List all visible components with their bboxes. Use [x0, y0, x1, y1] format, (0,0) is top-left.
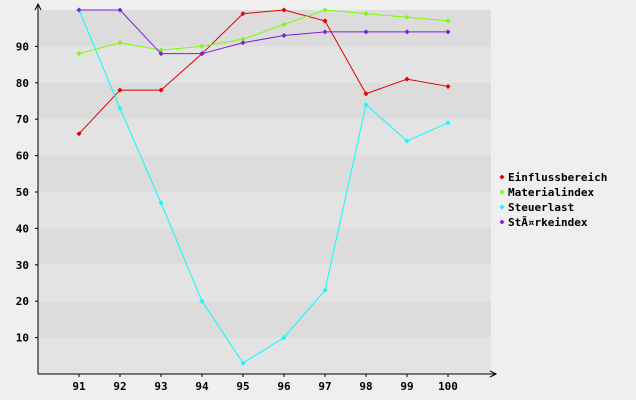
grid-bands — [38, 10, 491, 374]
x-tick-label: 93 — [154, 380, 167, 393]
data-point — [445, 18, 451, 24]
y-tick-label: 10 — [16, 332, 29, 345]
series-line — [78, 9, 449, 364]
x-tick-label: 97 — [318, 380, 331, 393]
y-tick-label: 30 — [16, 259, 29, 272]
series-4 — [76, 7, 451, 57]
data-point — [117, 87, 123, 93]
y-tick-label: 70 — [16, 113, 29, 126]
data-point — [404, 76, 410, 82]
axes — [34, 2, 498, 378]
data-point — [281, 335, 287, 341]
x-tick-label: 94 — [195, 380, 209, 393]
grid-band — [38, 119, 491, 156]
grid-band — [38, 264, 491, 302]
grid-band — [38, 82, 491, 120]
data-point — [281, 22, 287, 28]
legend-item: StÃ¤rkeindex — [499, 216, 588, 229]
data-point — [363, 11, 369, 17]
data-point — [240, 360, 246, 366]
data-point — [404, 138, 410, 144]
data-point — [322, 18, 328, 24]
grid-band — [38, 228, 491, 265]
data-point — [199, 51, 205, 57]
data-point — [199, 43, 205, 49]
data-point — [240, 40, 246, 46]
data-point — [240, 11, 246, 17]
grid-band — [38, 155, 491, 192]
data-point — [322, 29, 328, 35]
data-point — [117, 40, 123, 46]
x-axis-arrow — [489, 370, 498, 378]
legend-label: Materialindex — [508, 186, 594, 199]
grid-band — [38, 337, 491, 374]
data-point — [281, 7, 287, 13]
legend-item: Steuerlast — [499, 201, 574, 214]
legend-item: Materialindex — [499, 186, 594, 199]
data-point — [117, 7, 123, 13]
series-2 — [76, 7, 451, 57]
y-axis-arrow — [34, 2, 42, 11]
data-point — [158, 200, 164, 206]
x-tick-label: 100 — [438, 380, 458, 393]
legend-label: Einflussbereich — [508, 171, 607, 184]
data-point — [445, 120, 451, 126]
data-point — [158, 87, 164, 93]
legend-marker — [499, 219, 505, 225]
series-line — [79, 9, 448, 55]
series-layer — [76, 7, 451, 366]
grid-band — [38, 192, 491, 229]
data-point — [322, 7, 328, 13]
data-point — [117, 105, 123, 111]
legend-label: Steuerlast — [508, 201, 574, 214]
data-point — [363, 102, 369, 108]
data-point — [199, 298, 205, 304]
y-tick-label: 60 — [16, 150, 29, 163]
series-line — [78, 9, 449, 135]
x-tick-label: 99 — [400, 380, 413, 393]
y-tick-label: 20 — [16, 295, 29, 308]
y-tick-label: 40 — [16, 222, 29, 235]
x-tick-label: 92 — [113, 380, 126, 393]
data-point — [322, 287, 328, 293]
data-point — [240, 36, 246, 42]
series-line — [78, 9, 449, 55]
data-point — [445, 29, 451, 35]
data-point — [158, 51, 164, 57]
data-point — [363, 91, 369, 97]
grid-band — [38, 301, 491, 338]
data-point — [76, 131, 82, 137]
data-point — [404, 29, 410, 35]
data-point — [445, 83, 451, 89]
x-tick-label: 95 — [236, 380, 249, 393]
grid-band — [38, 46, 491, 83]
x-tick-label: 96 — [277, 380, 291, 393]
legend: Einflussbereich Materialindex Steuerlast St… — [499, 171, 607, 229]
x-axis-ticks: 91 92 93 94 95 96 97 98 99 100 — [72, 374, 458, 393]
legend-label: StÃ¤rkeindex — [508, 216, 588, 229]
legend-marker — [499, 189, 505, 195]
data-point — [76, 51, 82, 57]
data-point — [281, 32, 287, 38]
data-point — [76, 7, 82, 13]
y-tick-label: 80 — [16, 77, 29, 90]
x-tick-label: 91 — [72, 380, 86, 393]
data-point — [363, 29, 369, 35]
legend-item: Einflussbereich — [499, 171, 607, 184]
y-tick-label: 50 — [16, 186, 29, 199]
data-point — [158, 47, 164, 53]
legend-marker — [499, 204, 505, 210]
data-point — [404, 14, 410, 20]
y-tick-label: 90 — [16, 40, 29, 53]
x-tick-label: 98 — [359, 380, 372, 393]
y-axis-ticks: 10 20 30 40 50 60 70 80 90 — [16, 40, 38, 345]
grid-band — [38, 10, 491, 47]
legend-marker — [499, 174, 505, 180]
